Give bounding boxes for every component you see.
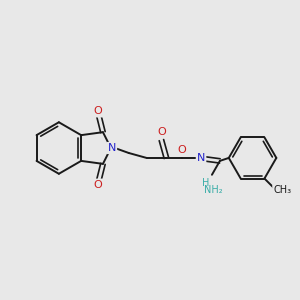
- Text: NH₂: NH₂: [204, 184, 222, 195]
- Text: O: O: [178, 145, 187, 155]
- Text: O: O: [157, 127, 166, 137]
- Text: O: O: [94, 106, 102, 116]
- Text: H: H: [202, 178, 210, 188]
- Text: N: N: [108, 143, 116, 153]
- Text: CH₃: CH₃: [273, 185, 291, 195]
- Text: O: O: [94, 180, 102, 190]
- Text: N: N: [197, 153, 205, 163]
